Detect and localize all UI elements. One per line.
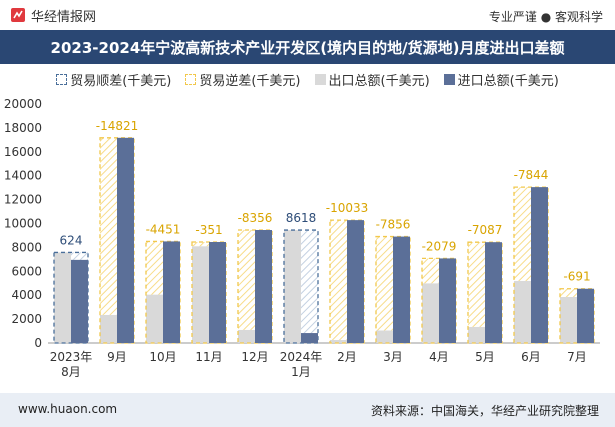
import-bar — [209, 242, 226, 343]
export-bar — [192, 246, 209, 343]
import-bar — [117, 137, 134, 343]
deficit-hatch — [468, 242, 485, 327]
tagline: 专业严谨 ● 客观科学 — [488, 10, 603, 24]
import-bar — [163, 241, 180, 343]
legend-item-import: 进口总额(千美元) — [443, 70, 559, 89]
import-bar — [347, 220, 364, 343]
export-bar — [468, 326, 485, 343]
legend-label-import: 进口总额(千美元) — [457, 74, 559, 89]
x-tick-label: 7月 — [567, 350, 587, 364]
export-bar — [422, 283, 439, 343]
footer: www.huaon.com 资料来源：中国海关，华经产业研究院整理 — [0, 393, 615, 427]
deficit-hatch — [192, 242, 209, 247]
logo-icon — [11, 8, 25, 22]
y-tick-label: 14000 — [4, 169, 42, 183]
legend-label-export: 出口总额(千美元) — [328, 74, 430, 89]
deficit-value-label: -691 — [563, 270, 590, 284]
import-bar — [71, 259, 88, 343]
y-tick-label: 18000 — [4, 121, 42, 135]
import-bar — [255, 230, 272, 343]
deficit-hatch — [238, 230, 255, 330]
x-tick-label: 5月 — [475, 350, 495, 364]
export-bar — [146, 294, 163, 343]
deficit-hatch — [422, 258, 439, 284]
legend-item-surplus: 贸易顺差(千美元) — [56, 70, 171, 89]
x-tick-label: 12月 — [241, 350, 268, 364]
y-tick-label: 16000 — [4, 145, 42, 159]
export-bar — [54, 252, 71, 343]
deficit-hatch — [514, 187, 531, 281]
x-tick-label: 2月 — [337, 350, 357, 364]
export-bar — [514, 280, 531, 343]
x-tick-label: 6月 — [521, 350, 541, 364]
export-bar — [376, 330, 393, 343]
deficit-value-label: -8356 — [238, 211, 273, 225]
deficit-value-label: -351 — [195, 223, 222, 237]
y-tick-label: 20000 — [4, 97, 42, 111]
x-tick-label: 10月 — [149, 350, 176, 364]
y-tick-label: 0 — [34, 336, 42, 350]
surplus-value-label: 8618 — [286, 211, 317, 225]
deficit-value-label: -14821 — [96, 119, 139, 133]
x-tick-label: 3月 — [383, 350, 403, 364]
legend-label-deficit: 贸易逆差(千美元) — [199, 74, 301, 89]
y-tick-label: 6000 — [11, 264, 42, 278]
surplus-hatch — [301, 230, 318, 334]
y-tick-label: 8000 — [11, 240, 42, 254]
x-tick-label: 9月 — [107, 350, 127, 364]
x-tick-label: 1月 — [291, 365, 311, 379]
export-bar — [560, 296, 577, 343]
export-bar — [284, 230, 301, 343]
logo-text: 华经情报网 — [31, 9, 97, 25]
legend-swatch-deficit — [185, 74, 197, 85]
footer-website[interactable]: www.huaon.com — [18, 402, 118, 416]
deficit-hatch — [100, 137, 117, 315]
top-bar: 华经情报网 专业严谨 ● 客观科学 — [0, 0, 615, 30]
x-tick-label: 4月 — [429, 350, 449, 364]
surplus-value-label: 624 — [60, 233, 83, 247]
surplus-hatch — [71, 252, 88, 260]
deficit-value-label: -10033 — [326, 201, 369, 215]
chart-legend: 贸易顺差(千美元) 贸易逆差(千美元) 出口总额(千美元) 进口总额(千美元) — [0, 70, 615, 89]
x-tick-label: 8月 — [61, 365, 81, 379]
import-bar — [301, 333, 318, 343]
deficit-value-label: -7856 — [376, 218, 411, 232]
x-tick-label: 2024年 — [280, 350, 323, 364]
import-bar — [577, 288, 594, 343]
deficit-hatch — [560, 288, 577, 297]
deficit-hatch — [330, 220, 347, 341]
legend-item-export: 出口总额(千美元) — [314, 70, 430, 89]
legend-item-deficit: 贸易逆差(千美元) — [185, 70, 301, 89]
deficit-value-label: -2079 — [422, 239, 457, 253]
import-bar — [393, 236, 410, 343]
deficit-value-label: -7844 — [514, 168, 549, 182]
deficit-value-label: -7087 — [468, 223, 503, 237]
import-bar — [485, 242, 502, 343]
export-bar — [238, 329, 255, 343]
deficit-hatch — [376, 236, 393, 331]
export-bar — [330, 340, 347, 343]
y-tick-label: 4000 — [11, 288, 42, 302]
legend-swatch-surplus — [56, 74, 68, 85]
import-bar — [439, 258, 456, 343]
deficit-hatch — [146, 241, 163, 295]
legend-swatch-export — [314, 74, 326, 85]
x-tick-label: 11月 — [195, 350, 222, 364]
brand-logo: 华经情报网 — [10, 6, 97, 25]
y-tick-label: 2000 — [11, 312, 42, 326]
chart-title: 2023-2024年宁波高新技术产业开发区(境内目的地/货源地)月度进出口差额 — [0, 30, 615, 64]
y-tick-label: 10000 — [4, 217, 42, 231]
legend-swatch-import — [443, 74, 455, 85]
x-tick-label: 2023年 — [50, 350, 93, 364]
deficit-value-label: -4451 — [146, 222, 181, 236]
footer-source: 资料来源：中国海关，华经产业研究院整理 — [370, 404, 599, 418]
y-tick-label: 12000 — [4, 193, 42, 207]
import-bar — [531, 187, 548, 343]
export-bar — [100, 314, 117, 343]
legend-label-surplus: 贸易顺差(千美元) — [70, 74, 172, 89]
